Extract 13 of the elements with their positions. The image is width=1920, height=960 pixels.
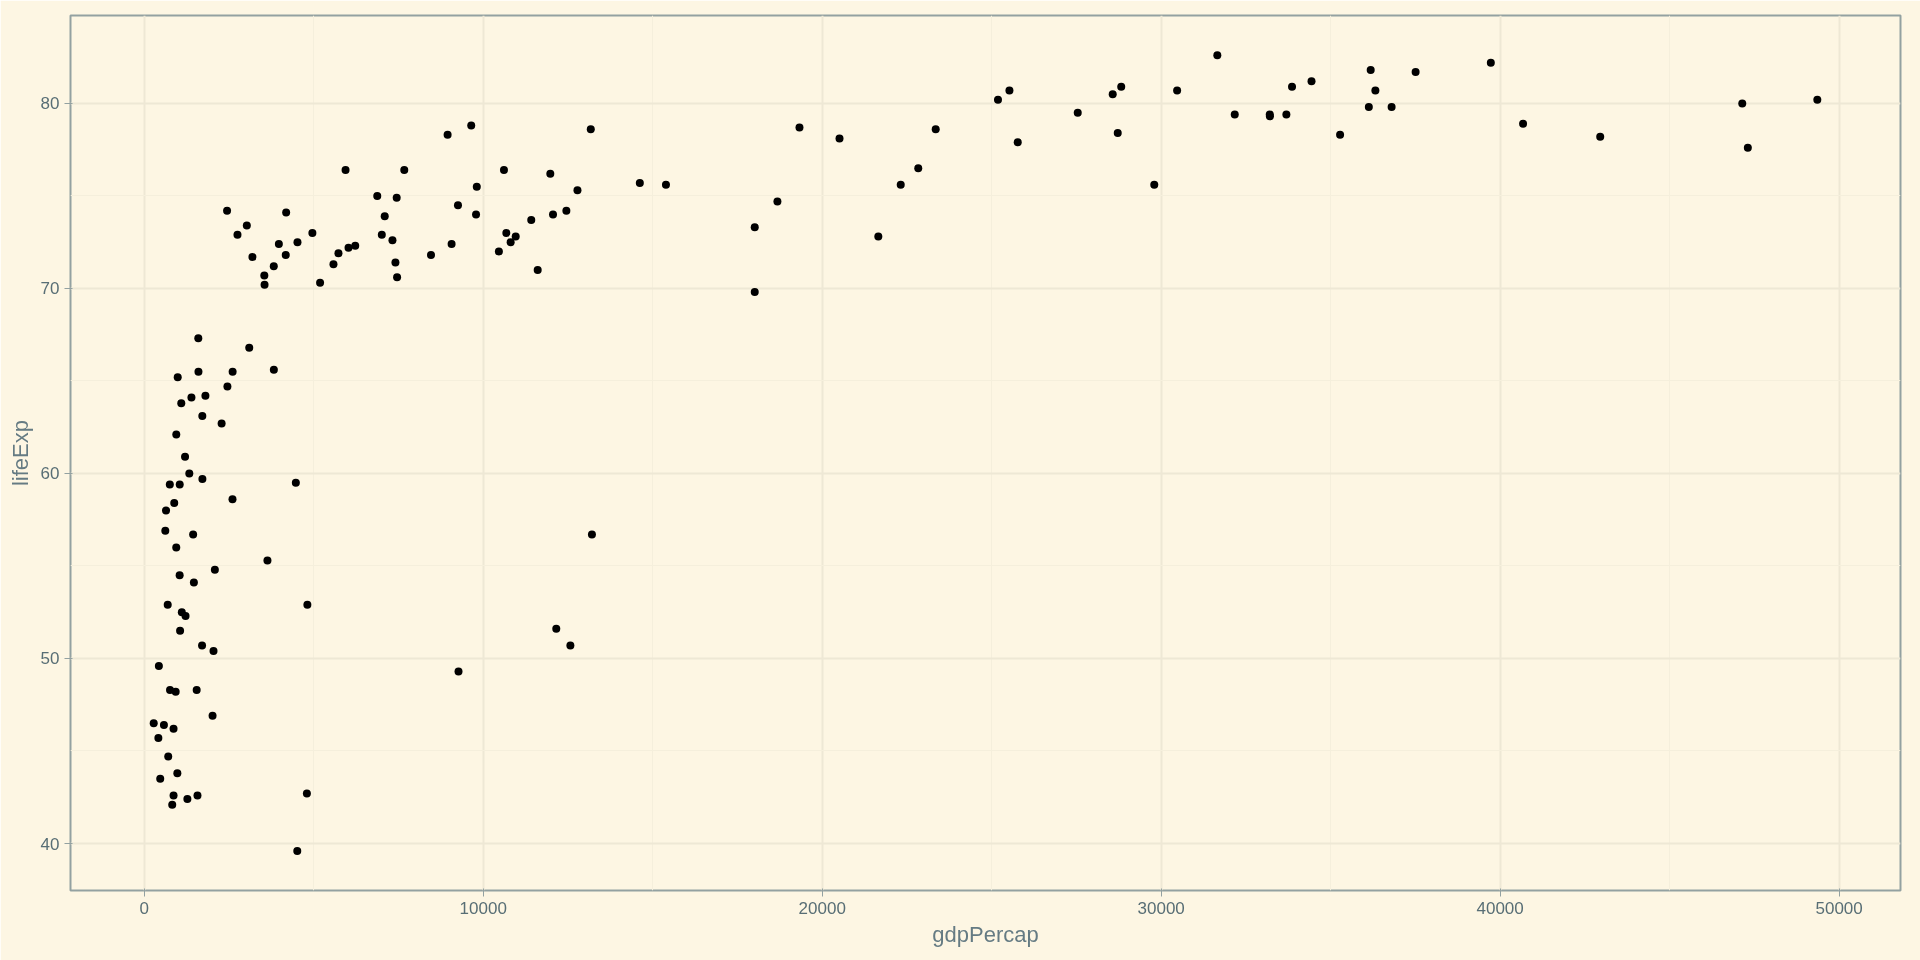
- x-tick-label: 0: [139, 898, 150, 918]
- y-tick-label: 80: [40, 94, 60, 114]
- x-tick-label: 30000: [1137, 898, 1185, 918]
- x-tick-label: 40000: [1476, 898, 1524, 918]
- y-tick-label: 70: [40, 279, 60, 299]
- x-tick-label: 10000: [459, 898, 507, 918]
- y-axis-title: lifeExp: [7, 419, 33, 487]
- x-tick-label: 20000: [798, 898, 846, 918]
- y-tick-label: 40: [40, 834, 60, 854]
- y-tick-label: 60: [40, 464, 60, 484]
- y-tick-label: 50: [40, 649, 60, 669]
- x-axis-title: gdpPercap: [932, 921, 1039, 947]
- x-tick-label: 50000: [1815, 898, 1863, 918]
